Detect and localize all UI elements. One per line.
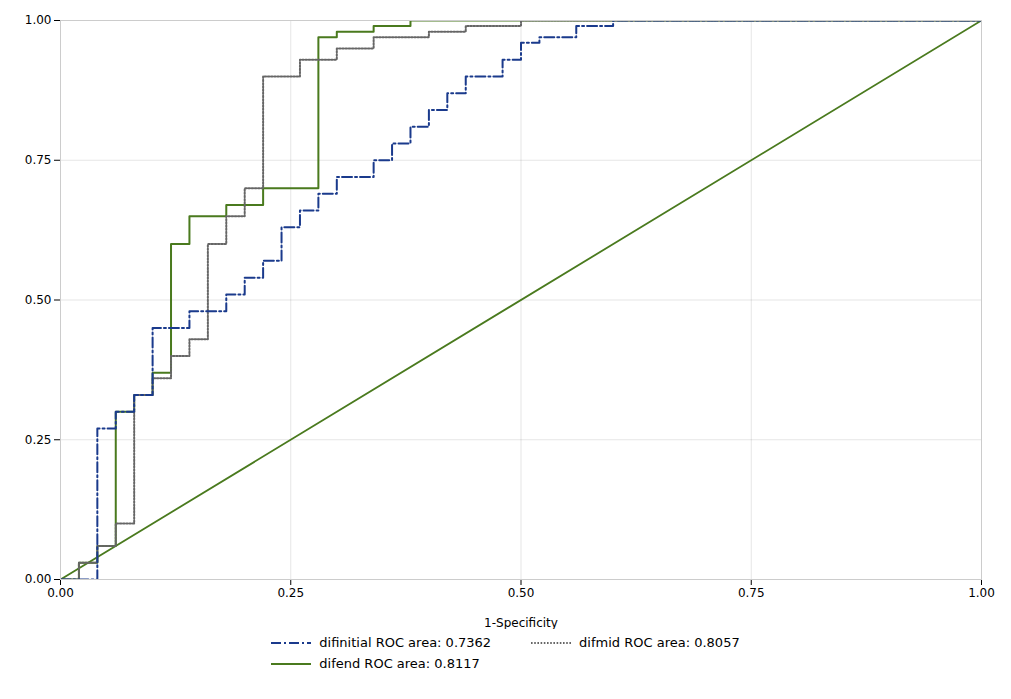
svg-text:0.25: 0.25: [25, 433, 52, 447]
html-text:difmid ROC area: 0.8057: difmid ROC area: 0.8057: [579, 635, 740, 650]
html-text:difend ROC area: 0.8117: difend ROC area: 0.8117: [319, 656, 480, 671]
html-text:difinitial ROC area: 0.7362: difinitial ROC area: 0.7362: [319, 635, 492, 650]
svg-text:0.50: 0.50: [508, 586, 535, 600]
svg-text:0.25: 0.25: [277, 586, 304, 600]
svg-text:1-Specificity: 1-Specificity: [484, 616, 558, 630]
svg-text:0.00: 0.00: [25, 572, 52, 586]
svg-text:0.00: 0.00: [47, 586, 74, 600]
svg-text:1.00: 1.00: [968, 586, 995, 600]
svg-text:1.00: 1.00: [25, 13, 52, 27]
svg-text:0.75: 0.75: [25, 153, 52, 167]
svg-text:0.75: 0.75: [738, 586, 765, 600]
svg-text:0.50: 0.50: [25, 293, 52, 307]
